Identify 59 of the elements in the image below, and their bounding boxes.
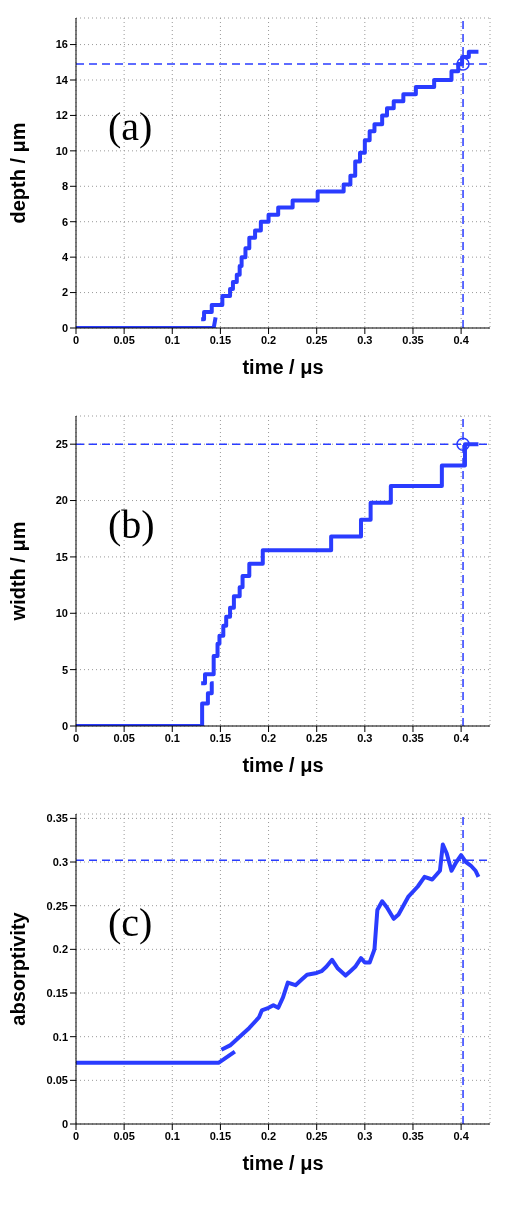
y-tick-label: 0.2 (52, 943, 68, 956)
x-tick-label: 0.15 (209, 1129, 232, 1142)
x-tick-label: 0.1 (164, 333, 180, 346)
annotation: (c) (108, 899, 153, 946)
x-tick-label: 0.35 (402, 731, 424, 744)
y-tick-label: 0.25 (46, 899, 68, 912)
x-tick-label: 0.35 (402, 1129, 424, 1142)
x-tick-label: 0.05 (113, 1129, 135, 1142)
x-tick-label: 0.3 (357, 731, 373, 744)
x-tick-label: 0.25 (305, 731, 328, 744)
y-tick-label: 20 (55, 494, 68, 507)
x-tick-label: 0.2 (260, 1129, 277, 1142)
y-tick-label: 4 (61, 251, 69, 264)
x-tick-label: 0.25 (305, 333, 328, 346)
y-tick-label: 16 (55, 38, 68, 51)
y-tick-label: 0.1 (52, 1030, 68, 1043)
y-tick-label: 12 (55, 109, 68, 122)
x-tick-label: 0.25 (305, 1129, 328, 1142)
y-tick-label: 0 (61, 719, 68, 732)
x-tick-label: 0.05 (113, 731, 135, 744)
annotation: (a) (108, 103, 153, 150)
y-tick-label: 8 (61, 180, 68, 193)
x-tick-label: 0 (72, 333, 80, 346)
y-tick-label: 15 (55, 550, 68, 563)
x-tick-label: 0.3 (357, 1129, 373, 1142)
x-tick-label: 0.35 (402, 333, 424, 346)
x-axis-title: time / μs (242, 356, 324, 378)
x-tick-label: 0.2 (260, 333, 277, 346)
x-tick-label: 0.05 (113, 333, 135, 346)
y-tick-label: 6 (61, 215, 68, 228)
x-tick-label: 0.4 (453, 731, 470, 744)
y-tick-label: 10 (55, 607, 68, 620)
x-tick-label: 0 (72, 1129, 80, 1142)
x-tick-label: 0.1 (164, 731, 180, 744)
x-axis-title: time / μs (242, 754, 324, 776)
x-tick-label: 0.15 (209, 731, 232, 744)
y-tick-label: 0.15 (46, 986, 68, 999)
y-tick-label: 0.35 (46, 812, 68, 825)
x-axis-title: time / μs (242, 1152, 324, 1174)
x-tick-label: 0 (72, 731, 80, 744)
y-tick-label: 0.3 (52, 855, 68, 868)
x-tick-label: 0.15 (209, 333, 232, 346)
y-tick-label: 2 (61, 286, 68, 299)
y-tick-label: 10 (55, 144, 68, 157)
y-tick-label: 5 (61, 663, 68, 676)
y-tick-label: 14 (55, 73, 69, 86)
y-tick-label: 0.05 (46, 1074, 68, 1087)
y-tick-label: 25 (55, 438, 68, 451)
x-tick-label: 0.4 (453, 333, 470, 346)
annotation: (b) (108, 501, 155, 548)
y-tick-label: 0 (61, 1117, 68, 1130)
x-tick-label: 0.1 (164, 1129, 180, 1142)
x-tick-label: 0.3 (357, 333, 373, 346)
y-axis-title: absorptivity (7, 911, 30, 1026)
y-tick-label: 0 (61, 321, 68, 334)
x-tick-label: 0.4 (453, 1129, 470, 1142)
y-axis-title: width / μm (7, 521, 30, 622)
y-axis-title: depth / μm (7, 122, 30, 224)
x-tick-label: 0.2 (260, 731, 277, 744)
